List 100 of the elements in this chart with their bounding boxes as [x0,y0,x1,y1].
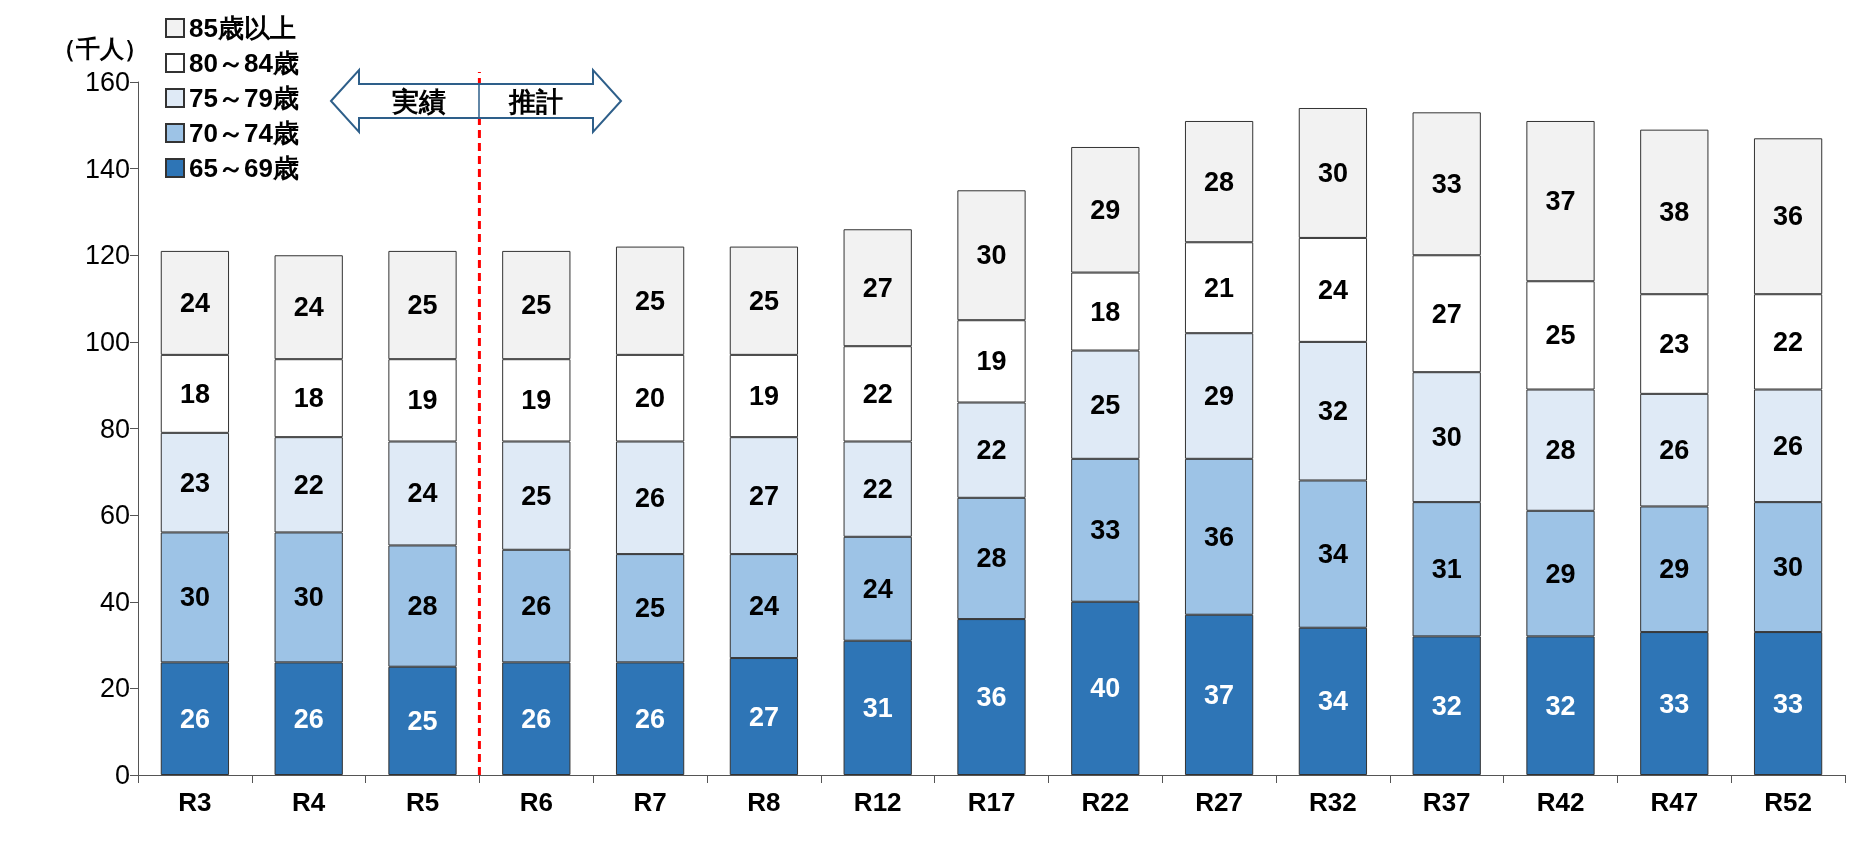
x-tick-label: R12 [853,787,902,817]
data-label: 22 [862,378,893,409]
data-label: 18 [293,383,324,414]
data-label: 33 [1431,168,1462,199]
data-label: 25 [1545,320,1576,351]
x-tick-label: R7 [633,787,667,817]
data-label: 36 [1204,521,1235,552]
data-label: 29 [1659,554,1690,585]
data-label: 22 [1773,326,1804,357]
data-label: 22 [293,469,324,500]
data-label: 30 [1431,422,1462,453]
data-label: 19 [748,381,779,412]
data-label: 27 [1431,298,1462,329]
data-label: 24 [748,591,779,622]
annotation: 実績 [391,87,447,117]
data-label: 34 [1317,686,1348,717]
data-label: 28 [976,543,1007,574]
data-label: 22 [862,474,893,505]
data-label: 19 [976,346,1007,377]
x-tick-label: R52 [1764,787,1812,817]
x-tick-label: R27 [1195,787,1243,817]
data-label: 31 [1431,554,1462,585]
data-label: 33 [1659,688,1690,719]
data-label: 33 [1090,515,1121,546]
data-label: 26 [1659,435,1690,466]
legend-label: 70～74歳 [189,118,299,148]
data-label: 27 [748,480,779,511]
data-label: 33 [1773,688,1804,719]
y-tick-label: 100 [84,326,130,357]
data-label: 21 [1204,272,1235,303]
data-label: 25 [748,285,779,316]
data-label: 27 [748,701,779,732]
data-label: 30 [976,240,1007,271]
data-label: 25 [407,290,438,321]
x-tick-label: R8 [747,787,781,817]
x-tick-label: R47 [1650,787,1699,817]
data-label: 29 [1090,194,1121,225]
x-tick-label: R3 [178,787,212,817]
data-label: 26 [635,703,666,734]
x-tick-label: R42 [1536,787,1585,817]
data-label: 25 [521,290,552,321]
y-tick-label: 160 [84,67,130,97]
y-tick-label: 120 [84,240,130,271]
data-label: 25 [1090,389,1121,420]
data-label: 34 [1317,539,1348,570]
data-label: 26 [521,703,552,734]
y-tick-label: 20 [99,673,130,704]
annotation: 推計 [508,87,564,117]
data-label: 19 [407,385,438,416]
data-label: 19 [521,385,552,416]
data-label: 29 [1204,381,1235,412]
data-label: 30 [293,582,324,613]
data-label: 26 [179,703,210,734]
data-label: 24 [407,478,438,509]
data-label: 32 [1545,690,1576,721]
data-label: 25 [635,285,666,316]
data-label: 20 [635,383,666,414]
data-label: 23 [179,467,210,498]
data-label: 32 [1431,690,1462,721]
data-label: 37 [1204,679,1235,710]
data-label: 28 [407,591,438,622]
data-label: 24 [862,573,893,604]
data-label: 24 [1317,274,1348,305]
y-tick-label: 60 [99,500,130,531]
data-label: 36 [976,682,1007,713]
data-label: 27 [862,272,893,303]
data-label: 24 [293,292,324,323]
legend-label: 80～84歳 [189,48,299,78]
data-label: 28 [1545,435,1576,466]
data-label: 26 [521,591,552,622]
data-label: 25 [407,705,438,736]
x-tick-label: R4 [292,787,326,817]
data-label: 26 [635,482,666,513]
data-label: 25 [635,593,666,624]
data-label: 31 [862,692,893,723]
x-tick-label: R32 [1309,787,1357,817]
data-label: 30 [1317,157,1348,188]
x-tick-label: R6 [519,787,553,817]
legend-label: 85歳以上 [189,13,296,43]
legend-label: 75～79歳 [189,83,299,113]
data-label: 26 [1773,430,1804,461]
x-tick-label: R37 [1422,787,1471,817]
legend-label: 65～69歳 [189,153,299,183]
data-label: 32 [1317,396,1348,427]
x-tick-label: R22 [1081,787,1130,817]
data-label: 25 [521,480,552,511]
data-label: 23 [1659,329,1690,360]
y-tick-label: 140 [84,153,130,184]
data-label: 30 [179,582,210,613]
data-label: 18 [179,378,210,409]
y-tick-label: 80 [99,413,130,444]
data-label: 40 [1090,673,1121,704]
data-label: 26 [293,703,324,734]
y-axis-title: （千人） [52,34,148,62]
data-label: 24 [179,287,210,318]
data-label: 30 [1773,552,1804,583]
x-tick-label: R5 [405,787,440,817]
data-label: 37 [1545,186,1576,217]
data-label: 22 [976,435,1007,466]
y-tick-label: 0 [114,760,130,790]
